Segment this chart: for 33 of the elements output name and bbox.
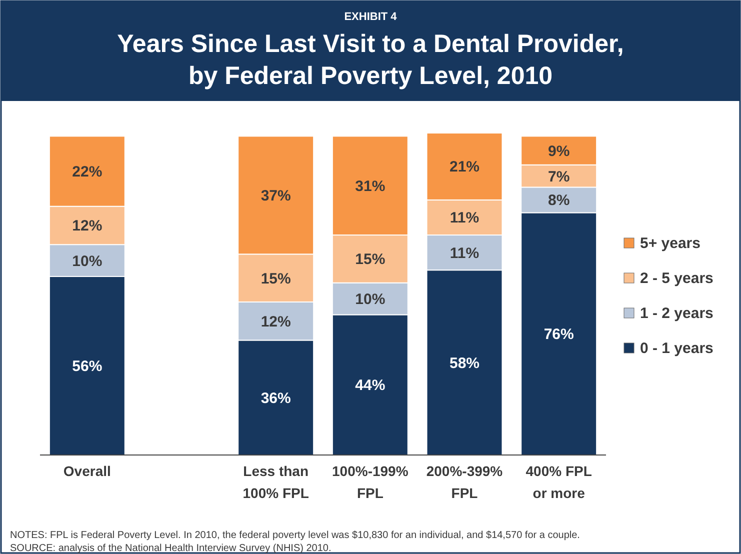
legend-label: 1 - 2 years (640, 305, 714, 322)
data-label: 11% (450, 244, 480, 262)
chart-subtitle: EXHIBIT 4 (344, 11, 398, 23)
data-label: 44% (355, 377, 386, 394)
data-label: 56% (72, 358, 102, 375)
chart-title: Years Since Last Visit to a Dental Provider, by Federal Poverty Level, 2010 (117, 30, 624, 90)
x-tick-label: Overall (63, 463, 111, 479)
data-label: 15% (355, 251, 386, 268)
x-tick-label: 400% FPL or more (526, 463, 592, 501)
legend-label: 5+ years (640, 235, 700, 252)
data-label: 22% (72, 164, 102, 181)
legend-label: 2 - 5 years (640, 270, 714, 287)
data-label: 10% (355, 291, 386, 308)
data-label: 12% (72, 218, 102, 235)
data-label: 58% (449, 354, 480, 372)
data-label: 15% (260, 270, 291, 288)
x-tick-label: 100%-199% FPL (332, 463, 409, 501)
data-label: 31% (355, 178, 386, 195)
data-label: 36% (260, 390, 291, 407)
text: NOTES: FPL is Federal Poverty Level. In 2010, the federal poverty level was $10,830 for an individual, and $14,570 for a couple. (10, 530, 580, 541)
x-tick-label: Less than 100% FPL (242, 463, 310, 501)
data-label: 10% (72, 252, 102, 270)
data-label: 21% (449, 158, 480, 176)
legend-label: 0 - 1 years (640, 340, 714, 357)
data-label: 9% (548, 142, 570, 160)
data-label: 37% (260, 187, 291, 204)
x-tick-label: 200%-399% FPL (426, 463, 504, 501)
source-note: SOURCE: analysis of the National Health Interview Survey (NHIS) 2010. (10, 543, 332, 554)
data-label: 7% (548, 168, 570, 186)
data-label: 11% (450, 210, 480, 227)
data-label: 76% (544, 326, 574, 344)
data-label: 8% (548, 192, 570, 210)
data-label: 12% (260, 313, 291, 330)
